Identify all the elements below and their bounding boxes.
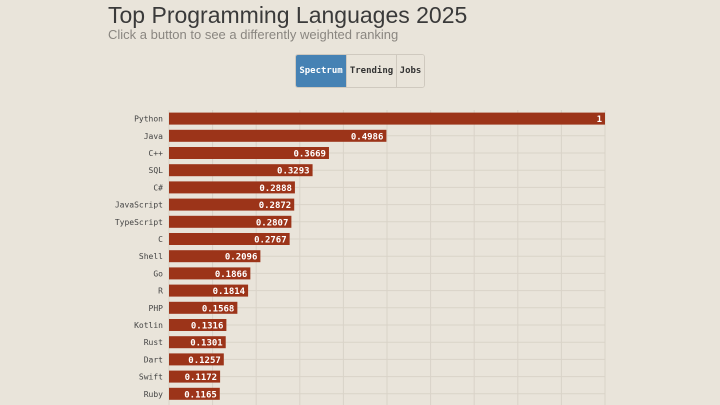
bar[interactable] — [169, 215, 292, 228]
category-label: Swift — [139, 373, 163, 382]
bar[interactable] — [169, 112, 605, 125]
bar[interactable] — [169, 267, 251, 280]
bar[interactable] — [169, 164, 313, 177]
category-label: C# — [153, 183, 163, 192]
bar[interactable] — [169, 181, 295, 194]
category-label: R — [158, 287, 163, 296]
bar[interactable] — [169, 336, 226, 349]
category-label: Rust — [144, 338, 163, 347]
page-subtitle: Click a button to see a differently weig… — [108, 27, 399, 42]
value-label: 0.1172 — [185, 373, 218, 383]
category-label: JavaScript — [115, 201, 163, 210]
category-label: TypeScript — [115, 218, 163, 227]
value-label: 0.1866 — [215, 270, 248, 280]
value-label: 0.1165 — [184, 390, 217, 400]
category-label: Ruby — [144, 390, 163, 399]
ranking-button-group: Spectrum Trending Jobs — [295, 54, 425, 88]
spectrum-button[interactable]: Spectrum — [296, 55, 346, 87]
bar[interactable] — [169, 319, 227, 331]
category-label: Dart — [144, 355, 163, 364]
category-label: Kotlin — [134, 321, 163, 330]
jobs-button[interactable]: Jobs — [396, 55, 424, 87]
value-label: 0.2807 — [256, 218, 289, 228]
value-label: 0.3669 — [293, 150, 326, 160]
category-label: Shell — [139, 252, 163, 261]
bar[interactable] — [169, 250, 261, 263]
value-label: 0.3293 — [277, 167, 310, 177]
bar[interactable] — [169, 198, 295, 211]
value-label: 0.1814 — [213, 287, 246, 297]
category-label: C++ — [149, 149, 164, 158]
value-label: 0.2872 — [259, 201, 292, 211]
value-label: 1 — [597, 115, 602, 125]
value-label: 0.1316 — [191, 322, 224, 332]
bar[interactable] — [169, 129, 387, 142]
bar[interactable] — [169, 301, 238, 314]
bar[interactable] — [169, 147, 329, 159]
category-label: Java — [144, 132, 163, 141]
value-label: 0.1568 — [202, 304, 235, 314]
page-title: Top Programming Languages 2025 — [108, 2, 468, 28]
category-label: PHP — [149, 304, 164, 313]
bar[interactable] — [169, 370, 221, 383]
category-label: SQL — [149, 166, 164, 175]
trending-button[interactable]: Trending — [346, 55, 396, 87]
bar[interactable] — [169, 233, 290, 245]
category-label: Go — [153, 269, 163, 278]
value-label: 0.2767 — [254, 236, 287, 246]
category-label: C — [158, 235, 163, 244]
value-label: 0.2096 — [225, 253, 258, 263]
value-label: 0.2888 — [259, 184, 292, 194]
bar[interactable] — [169, 387, 220, 400]
bar[interactable] — [169, 353, 224, 366]
value-label: 0.1257 — [188, 356, 221, 366]
value-label: 0.1301 — [190, 339, 223, 349]
bar[interactable] — [169, 284, 249, 297]
category-label: Python — [134, 115, 163, 124]
value-label: 0.4986 — [351, 132, 384, 142]
